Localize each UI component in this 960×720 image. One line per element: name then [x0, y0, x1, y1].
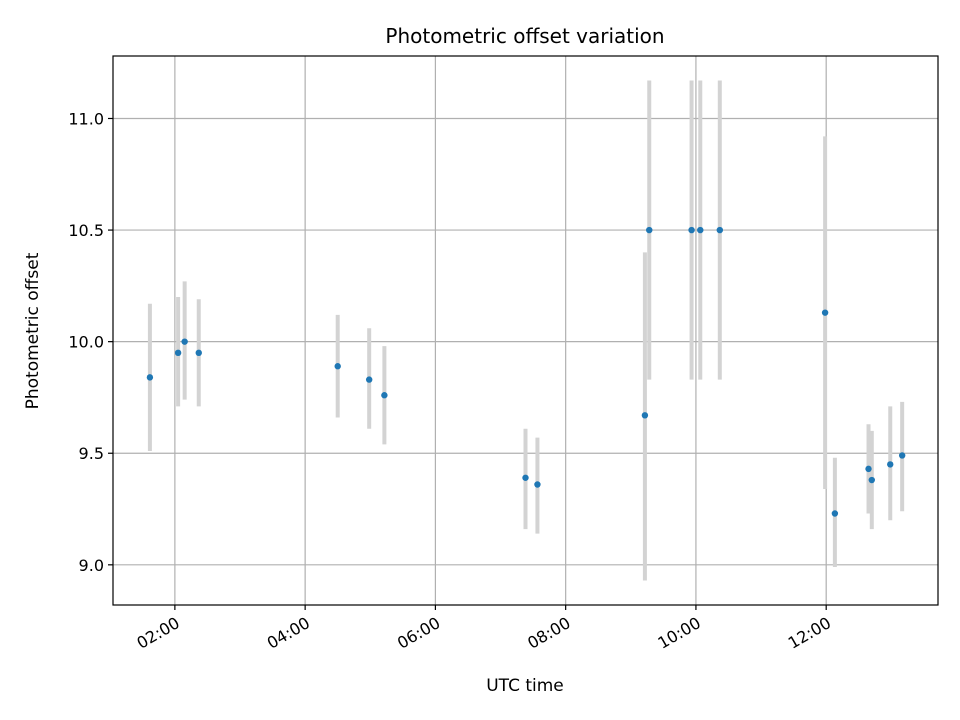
- y-tick-label: 11.0: [68, 109, 104, 128]
- data-point: [697, 226, 704, 234]
- data-point: [174, 349, 182, 357]
- y-axis-ticks: 9.0 9.5 10.0 10.5 11.0: [68, 109, 113, 575]
- data-point: [898, 452, 906, 459]
- data-point: [181, 338, 188, 345]
- plot-frame: [112, 55, 939, 606]
- data-point: [365, 376, 373, 383]
- y-tick-label: 10.5: [68, 221, 104, 240]
- data-point: [334, 363, 341, 370]
- data-point: [534, 481, 541, 488]
- data-point: [868, 476, 875, 484]
- y-tick-label: 10.0: [68, 333, 104, 352]
- data-point: [821, 309, 829, 316]
- x-axis-label: UTC time: [486, 676, 564, 696]
- y-tick-label: 9.5: [79, 444, 104, 463]
- chart-title: Photometric offset variation: [385, 24, 664, 48]
- data-point: [641, 412, 649, 419]
- y-axis-label: Photometric offset: [23, 252, 43, 409]
- data-point: [865, 465, 872, 473]
- data-point: [381, 392, 388, 399]
- data-point: [716, 226, 724, 234]
- y-tick-label: 9.0: [79, 556, 104, 575]
- data-point: [887, 461, 894, 468]
- data-point: [146, 374, 154, 381]
- data-point: [831, 510, 839, 517]
- data-point: [522, 474, 529, 481]
- data-point: [195, 349, 202, 357]
- data-point: [646, 226, 653, 234]
- data-points: [146, 226, 906, 517]
- data-point: [688, 226, 695, 234]
